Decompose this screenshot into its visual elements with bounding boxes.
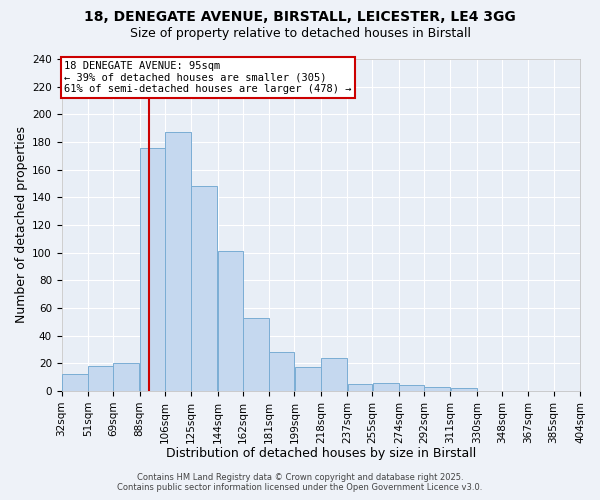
Bar [347, 384, 372, 391]
Bar [191, 186, 217, 391]
Text: Size of property relative to detached houses in Birstall: Size of property relative to detached ho… [130, 28, 470, 40]
Y-axis label: Number of detached properties: Number of detached properties [15, 126, 28, 324]
Bar [373, 382, 398, 391]
Text: 18, DENEGATE AVENUE, BIRSTALL, LEICESTER, LE4 3GG: 18, DENEGATE AVENUE, BIRSTALL, LEICESTER… [84, 10, 516, 24]
Bar [113, 364, 139, 391]
X-axis label: Distribution of detached houses by size in Birstall: Distribution of detached houses by size … [166, 447, 476, 460]
Bar [269, 352, 294, 391]
Bar [218, 252, 242, 391]
Bar [243, 318, 269, 391]
Text: Contains HM Land Registry data © Crown copyright and database right 2025.
Contai: Contains HM Land Registry data © Crown c… [118, 473, 482, 492]
Bar [424, 387, 450, 391]
Bar [140, 148, 164, 391]
Bar [62, 374, 88, 391]
Bar [399, 386, 424, 391]
Bar [321, 358, 347, 391]
Bar [165, 132, 191, 391]
Bar [451, 388, 476, 391]
Bar [88, 366, 113, 391]
Text: 18 DENEGATE AVENUE: 95sqm
← 39% of detached houses are smaller (305)
61% of semi: 18 DENEGATE AVENUE: 95sqm ← 39% of detac… [64, 60, 352, 94]
Bar [295, 368, 320, 391]
